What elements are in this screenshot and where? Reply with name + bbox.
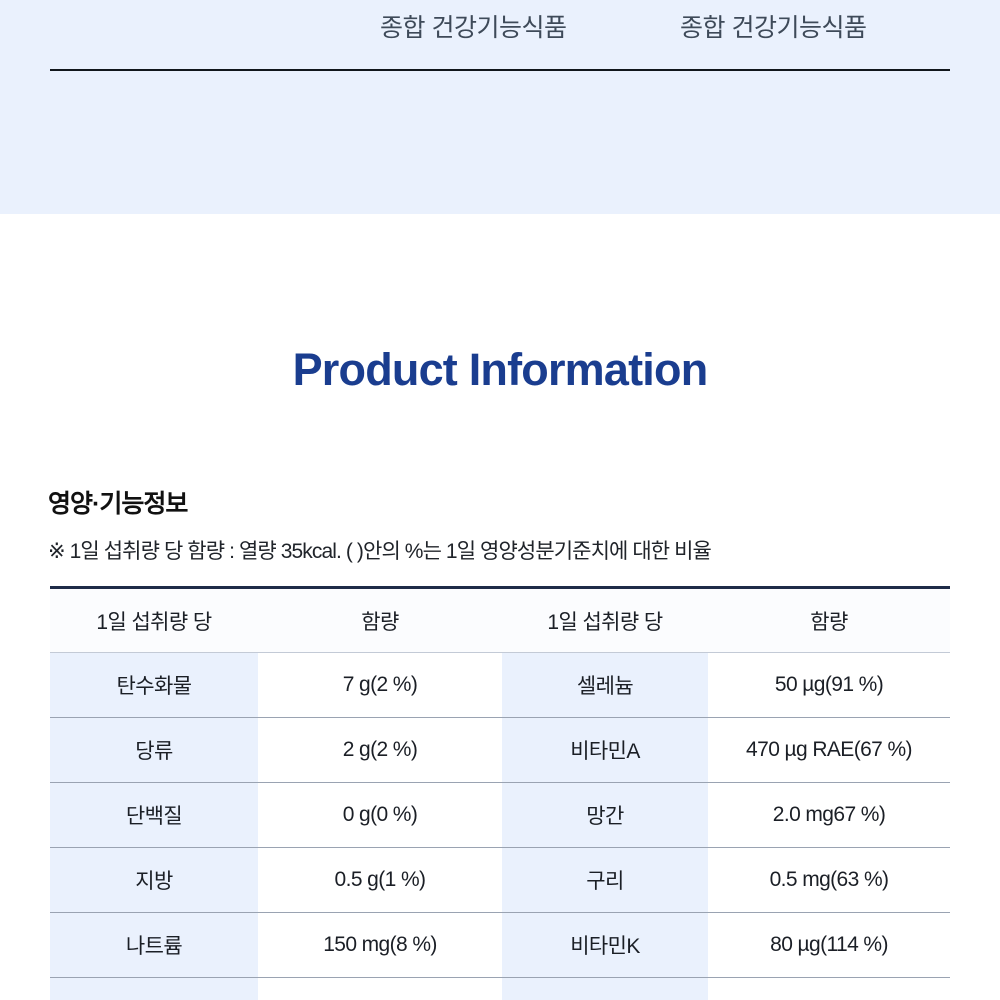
- page-title: Product Information: [292, 344, 709, 395]
- nutrient-name-cell: 비타민A: [502, 717, 708, 783]
- nutrient-name-cell: 단백질: [50, 782, 258, 848]
- nutrient-name-cell: 셀레늄: [502, 652, 708, 718]
- nutrition-table: 1일 섭취량 당 함량 1일 섭취량 당 함량 탄수화물 7 g(2 %) 셀레늄 5…: [50, 586, 950, 1000]
- table-row: 단백질 0 g(0 %) 망간 2.0 mg67 %): [50, 782, 950, 848]
- section-note: ※ 1일 섭취량 당 함량 : 열량 35kcal. ( )안의 %는 1일 영…: [48, 540, 712, 563]
- nutrient-amount-cell: 30 µg(100 %): [708, 977, 950, 1000]
- column-header-intake-2: 1일 섭취량 당: [502, 587, 708, 653]
- table-row: 탄수화물 7 g(2 %) 셀레늄 50 µg(91 %): [50, 652, 950, 718]
- nutrient-name-cell: 당류: [50, 717, 258, 783]
- top-banner-labels: 종합 건강기능식품 종합 건강기능식품: [50, 0, 950, 70]
- top-banner-band: 종합 건강기능식품 종합 건강기능식품: [0, 0, 1000, 214]
- table-header-row: 1일 섭취량 당 함량 1일 섭취량 당 함량: [50, 587, 950, 653]
- column-header-amount-2: 함량: [708, 587, 950, 653]
- nutrient-amount-cell: 150 mg(8 %): [258, 912, 502, 978]
- nutrient-amount-cell: 0.5 g(1 %): [258, 847, 502, 913]
- nutrient-amount-cell: 80 µg(114 %): [708, 912, 950, 978]
- nutrition-table-head: 1일 섭취량 당 함량 1일 섭취량 당 함량: [50, 587, 950, 653]
- banner-label-left: 종합 건강기능식품: [380, 14, 567, 42]
- nutrient-name-cell: 크롬: [502, 977, 708, 1000]
- nutrient-amount-cell: 7 g(2 %): [258, 652, 502, 718]
- main-content: Product Information 영양·기능정보 ※ 1일 섭취량 당 함…: [0, 214, 1000, 1000]
- nutrient-amount-cell: 2.0 mg67 %): [708, 782, 950, 848]
- nutrient-name-cell: 비타민C: [50, 977, 258, 1000]
- nutrient-amount-cell: 50 µg(91 %): [708, 652, 950, 718]
- table-row: 지방 0.5 g(1 %) 구리 0.5 mg(63 %): [50, 847, 950, 913]
- banner-divider-rule: [50, 69, 950, 71]
- nutrition-table-body: 탄수화물 7 g(2 %) 셀레늄 50 µg(91 %) 당류 2 g(2 %) 비타민A…: [50, 652, 950, 1000]
- nutrition-table-wrapper: 1일 섭취량 당 함량 1일 섭취량 당 함량 탄수화물 7 g(2 %) 셀레늄 5…: [50, 586, 950, 1000]
- nutrient-amount-cell: 1,000 mg(1,000 %): [258, 977, 502, 1000]
- nutrient-name-cell: 탄수화물: [50, 652, 258, 718]
- column-header-amount-1: 함량: [258, 587, 502, 653]
- section-heading-nutrition: 영양·기능정보: [48, 490, 188, 518]
- table-row: 당류 2 g(2 %) 비타민A 470 µg RAE(67 %): [50, 717, 950, 783]
- nutrient-name-cell: 구리: [502, 847, 708, 913]
- nutrient-name-cell: 지방: [50, 847, 258, 913]
- nutrient-amount-cell: 470 µg RAE(67 %): [708, 717, 950, 783]
- table-row: 나트륨 150 mg(8 %) 비타민K 80 µg(114 %): [50, 912, 950, 978]
- nutrient-amount-cell: 2 g(2 %): [258, 717, 502, 783]
- nutrient-name-cell: 나트륨: [50, 912, 258, 978]
- table-row: 비타민C1,000 mg(1,000 %)크롬30 µg(100 %): [50, 977, 950, 1000]
- nutrient-amount-cell: 0.5 mg(63 %): [708, 847, 950, 913]
- nutrient-name-cell: 비타민K: [502, 912, 708, 978]
- nutrient-name-cell: 망간: [502, 782, 708, 848]
- nutrient-amount-cell: 0 g(0 %): [258, 782, 502, 848]
- banner-label-right: 종합 건강기능식품: [680, 14, 867, 42]
- column-header-intake-1: 1일 섭취량 당: [50, 587, 258, 653]
